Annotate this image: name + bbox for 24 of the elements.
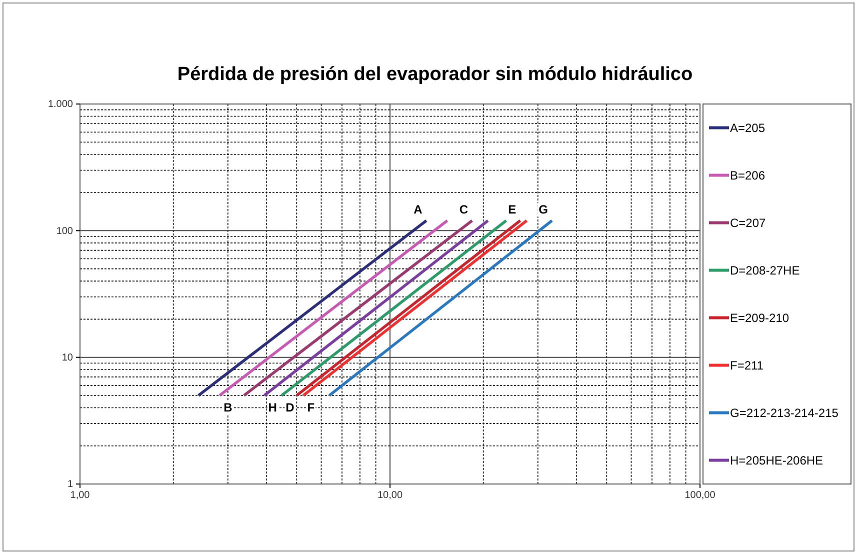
annotation: D [286,400,295,414]
legend-label: B=206 [730,168,766,182]
chart-title: Pérdida de presión del evaporador sin módulo hidráulico [177,64,693,85]
legend-label: F=211 [730,358,764,372]
annotation: B [224,400,233,414]
annotation: G [538,202,548,217]
legend-label: G=212-213-214-215 [730,406,839,420]
y-tick-label: 10 [62,352,74,364]
legend-label: E=209-210 [730,310,790,325]
annotation: H [268,400,277,414]
annotation: A [414,202,423,217]
legend-label: H=205HE-206HE [730,453,824,468]
annotation: F [307,400,315,414]
annotation: C [459,202,468,217]
x-tick-label: 10,00 [377,490,403,502]
y-tick-label: 1 [67,479,74,490]
legend-label: A=205 [730,120,766,135]
y-tick-label: 100 [56,226,74,237]
legend-label: C=207 [730,216,766,230]
x-tick-label: 100,00 [684,490,716,502]
x-tick-label: 1,00 [70,490,90,502]
y-tick-label: 1.000 [48,99,74,110]
legend-label: D=208-27HE [730,263,800,278]
annotation: E [508,202,516,217]
